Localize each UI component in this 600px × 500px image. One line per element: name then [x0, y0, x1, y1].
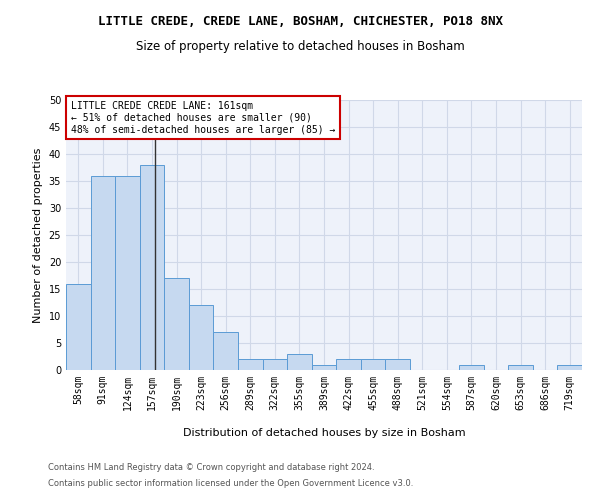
Bar [459, 364, 484, 370]
Bar [140, 165, 164, 370]
Bar [66, 284, 91, 370]
Bar [336, 359, 361, 370]
Text: Contains HM Land Registry data © Crown copyright and database right 2024.: Contains HM Land Registry data © Crown c… [48, 462, 374, 471]
Text: Distribution of detached houses by size in Bosham: Distribution of detached houses by size … [182, 428, 466, 438]
Text: Size of property relative to detached houses in Bosham: Size of property relative to detached ho… [136, 40, 464, 53]
Text: Contains public sector information licensed under the Open Government Licence v3: Contains public sector information licen… [48, 479, 413, 488]
Bar [238, 359, 263, 370]
Bar [312, 364, 336, 370]
Bar [263, 359, 287, 370]
Bar [361, 359, 385, 370]
Bar [164, 278, 189, 370]
Y-axis label: Number of detached properties: Number of detached properties [33, 148, 43, 322]
Text: LITTLE CREDE CREDE LANE: 161sqm
← 51% of detached houses are smaller (90)
48% of: LITTLE CREDE CREDE LANE: 161sqm ← 51% of… [71, 102, 335, 134]
Bar [385, 359, 410, 370]
Text: LITTLE CREDE, CREDE LANE, BOSHAM, CHICHESTER, PO18 8NX: LITTLE CREDE, CREDE LANE, BOSHAM, CHICHE… [97, 15, 503, 28]
Bar [115, 176, 140, 370]
Bar [189, 305, 214, 370]
Bar [214, 332, 238, 370]
Bar [508, 364, 533, 370]
Bar [557, 364, 582, 370]
Bar [287, 354, 312, 370]
Bar [91, 176, 115, 370]
